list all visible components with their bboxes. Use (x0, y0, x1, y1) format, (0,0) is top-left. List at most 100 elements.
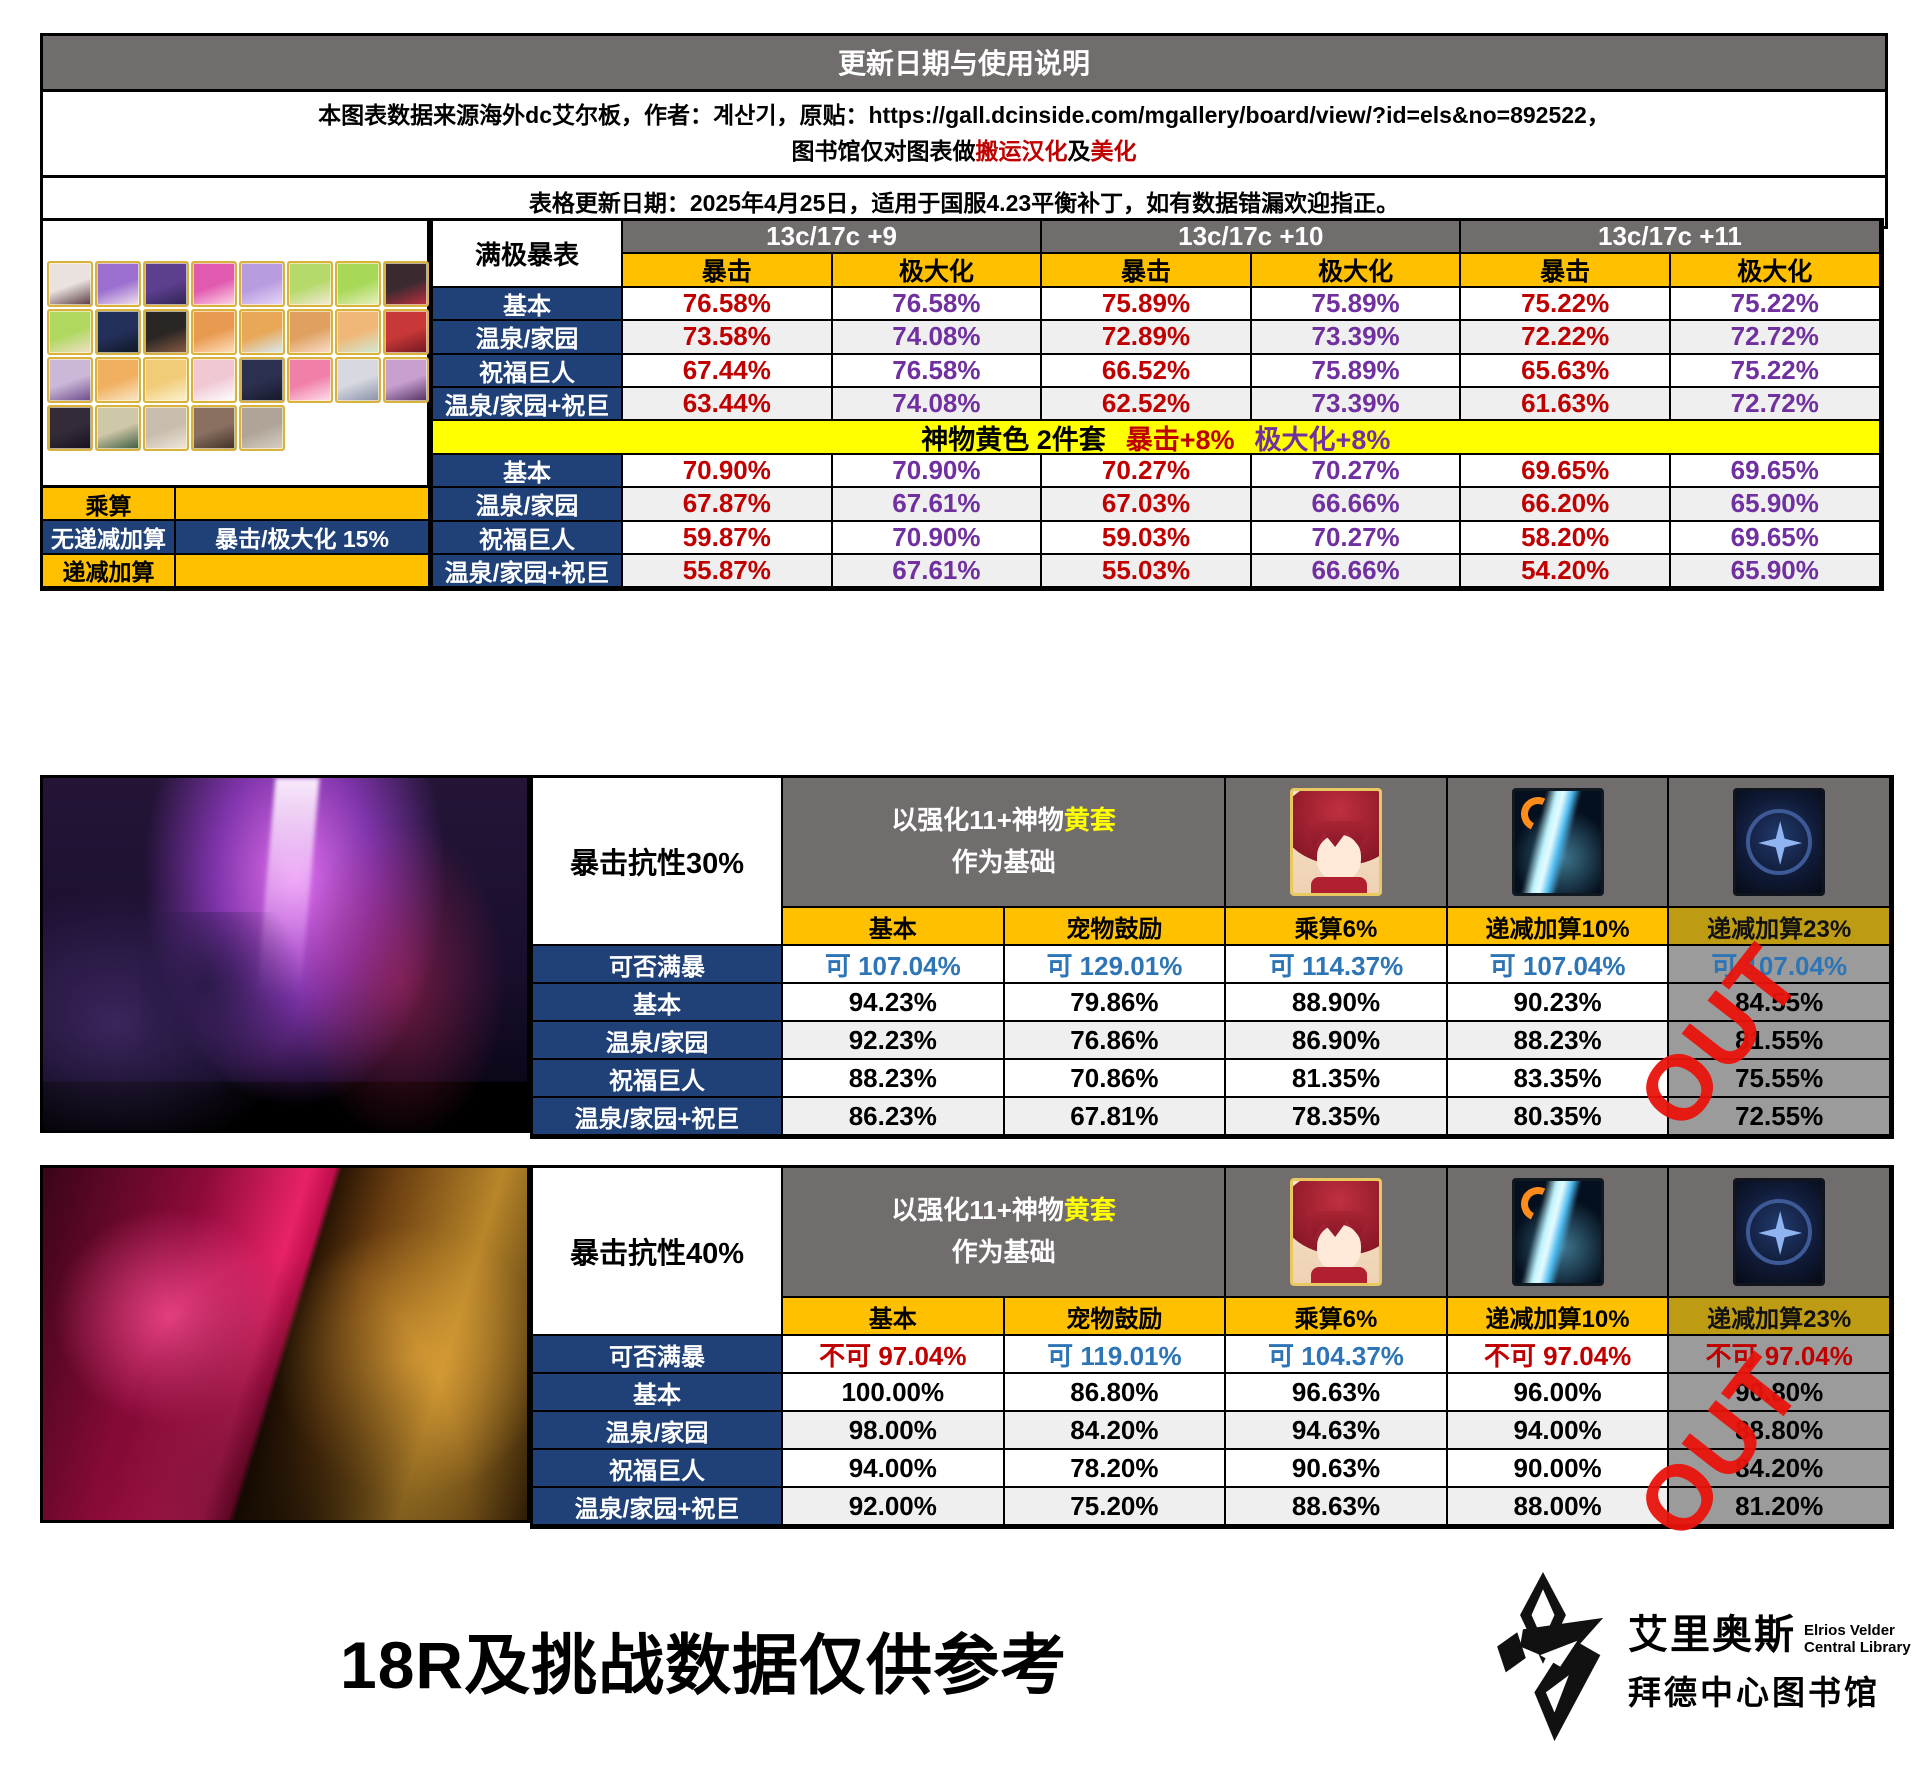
character-portrait (95, 309, 141, 355)
character-portrait (191, 405, 237, 451)
table-value: 84.20% (1004, 1412, 1227, 1450)
col-header-crit: 暴击 (623, 254, 833, 288)
table-value: 72.72% (1670, 321, 1881, 355)
table-value: 73.58% (623, 321, 833, 355)
cap-value-out: 不可 97.04% (1669, 1336, 1891, 1374)
table-value: 88.23% (1447, 1022, 1670, 1060)
character-portrait (143, 309, 189, 355)
col-header: 递减加算10% (1447, 1298, 1670, 1336)
character-portrait (287, 261, 333, 307)
table1-group-10: 13c/17c +10 (1042, 221, 1462, 255)
base-condition-header: 以强化11+神物黄套 作为基础 (783, 778, 1227, 908)
character-portrait (383, 309, 429, 355)
base-condition-yellow-set: 黄套 (1063, 1195, 1116, 1226)
table-value: 88.23% (783, 1060, 1005, 1098)
table-value-out: 81.55% (1669, 1022, 1891, 1060)
info-box: 更新日期与使用说明 本图表数据来源海外dc艾尔板，作者：계산기，原贴：https… (40, 33, 1888, 230)
header-icon-cell (1447, 778, 1670, 908)
character-portrait (95, 261, 141, 307)
character-portrait (47, 309, 93, 355)
base-condition-text2: 作为基础 (951, 847, 1056, 877)
set-bonus-maximize: 极大化+8% (1254, 424, 1391, 455)
character-portrait (95, 357, 141, 403)
logo-cn-top: 艾里奥斯 (1628, 1613, 1796, 1657)
table1-group-11: 13c/17c +11 (1461, 221, 1881, 255)
resist-30-label: 暴击抗性30% (533, 778, 783, 946)
col-header: 乘算6% (1226, 908, 1448, 946)
table-value-out: 90.80% (1669, 1374, 1891, 1412)
table-value: 83.35% (1447, 1060, 1670, 1098)
character-portrait (191, 261, 237, 307)
character-portrait (47, 261, 93, 307)
row-label: 基本 (433, 454, 623, 489)
max-crit-table: 满极暴表 13c/17c +9 13c/17c +10 13c/17c +11 … (430, 218, 1884, 592)
set-bonus-divider: 神物黄色 2件套 暴击+8% 极大化+8% (433, 421, 1881, 455)
source-note: 本图表数据来源海外dc艾尔板，作者：계산기，原贴：https://gall.dc… (43, 92, 1885, 179)
table-value: 58.20% (1461, 521, 1671, 555)
character-portrait (143, 405, 189, 451)
col-header-out: 递减加算23% (1669, 1298, 1891, 1336)
character-portrait (191, 357, 237, 403)
source-mid: ，原贴： (776, 102, 869, 128)
table-value: 67.44% (623, 354, 833, 388)
col-header: 乘算6% (1226, 1298, 1448, 1336)
table-value: 70.90% (832, 521, 1043, 555)
table-value-out: 84.20% (1669, 1450, 1891, 1488)
table-value: 66.20% (1461, 488, 1671, 522)
row-label: 温泉/家园+祝巨 (533, 1098, 783, 1136)
row-label: 基本 (533, 984, 783, 1022)
table-value: 55.87% (623, 554, 833, 589)
cap-value: 可 114.37% (1226, 946, 1448, 984)
table-value: 75.22% (1670, 354, 1881, 388)
character-portrait (239, 405, 285, 451)
character-portrait (383, 357, 429, 403)
table-value: 69.65% (1461, 454, 1671, 489)
table-value: 88.63% (1226, 1488, 1448, 1526)
table-value: 88.00% (1447, 1488, 1670, 1526)
col-header: 递减加算10% (1447, 908, 1670, 946)
elesis-portrait-icon (1289, 1178, 1382, 1286)
reference-note: 18R及挑战数据仅供参考 (340, 1628, 1068, 1702)
table-value: 72.72% (1670, 387, 1881, 422)
legend-flat-add-label: 无递减加算 (43, 521, 176, 555)
character-portrait (95, 405, 141, 451)
cap-value: 可 119.01% (1004, 1336, 1227, 1374)
character-portrait (335, 309, 381, 355)
table-value: 80.35% (1447, 1098, 1670, 1136)
table-value: 65.90% (1670, 488, 1881, 522)
cap-value: 可 129.01% (1004, 946, 1227, 984)
character-portrait (287, 357, 333, 403)
table-value: 81.35% (1226, 1060, 1448, 1098)
table-value: 76.86% (1004, 1022, 1227, 1060)
header-icon-cell (1669, 778, 1891, 908)
cap-value: 可 104.37% (1226, 1336, 1448, 1374)
library-logo-text: 艾里奥斯 Elrios Velder Central Library 拜德中心图… (1628, 1602, 1911, 1714)
col-header: 基本 (783, 908, 1005, 946)
table-value: 72.22% (1461, 321, 1671, 355)
character-portrait (47, 357, 93, 403)
table-value: 70.86% (1004, 1060, 1227, 1098)
source-author: 계산기 (713, 102, 777, 128)
row-label: 温泉/家园 (533, 1412, 783, 1450)
table-value: 65.90% (1670, 554, 1881, 589)
table-value: 69.65% (1670, 521, 1881, 555)
character-portrait (143, 357, 189, 403)
header-icon-cell (1447, 1168, 1670, 1298)
base-condition-text: 以强化11+神物 (891, 805, 1064, 836)
table-value: 66.52% (1042, 354, 1252, 388)
table-value: 98.00% (783, 1412, 1005, 1450)
col-header: 宠物鼓励 (1004, 1298, 1227, 1336)
source-red2: 美化 (1090, 137, 1137, 164)
library-logo: 艾里奥斯 Elrios Velder Central Library 拜德中心图… (1468, 1572, 1911, 1744)
col-header-out: 递减加算23% (1669, 908, 1891, 946)
table-value: 94.63% (1226, 1412, 1448, 1450)
table-value: 67.03% (1042, 488, 1252, 522)
character-portrait (239, 309, 285, 355)
table-value: 75.22% (1461, 287, 1671, 322)
table-value: 86.23% (783, 1098, 1005, 1136)
table-value: 90.63% (1226, 1450, 1448, 1488)
table-value: 94.00% (783, 1450, 1005, 1488)
row-label: 祝福巨人 (433, 354, 623, 388)
update-date-note: 表格更新日期：2025年4月25日，适用于国服4.23平衡补丁，如有数据错漏欢迎… (528, 190, 1400, 217)
table-value: 73.39% (1251, 321, 1462, 355)
